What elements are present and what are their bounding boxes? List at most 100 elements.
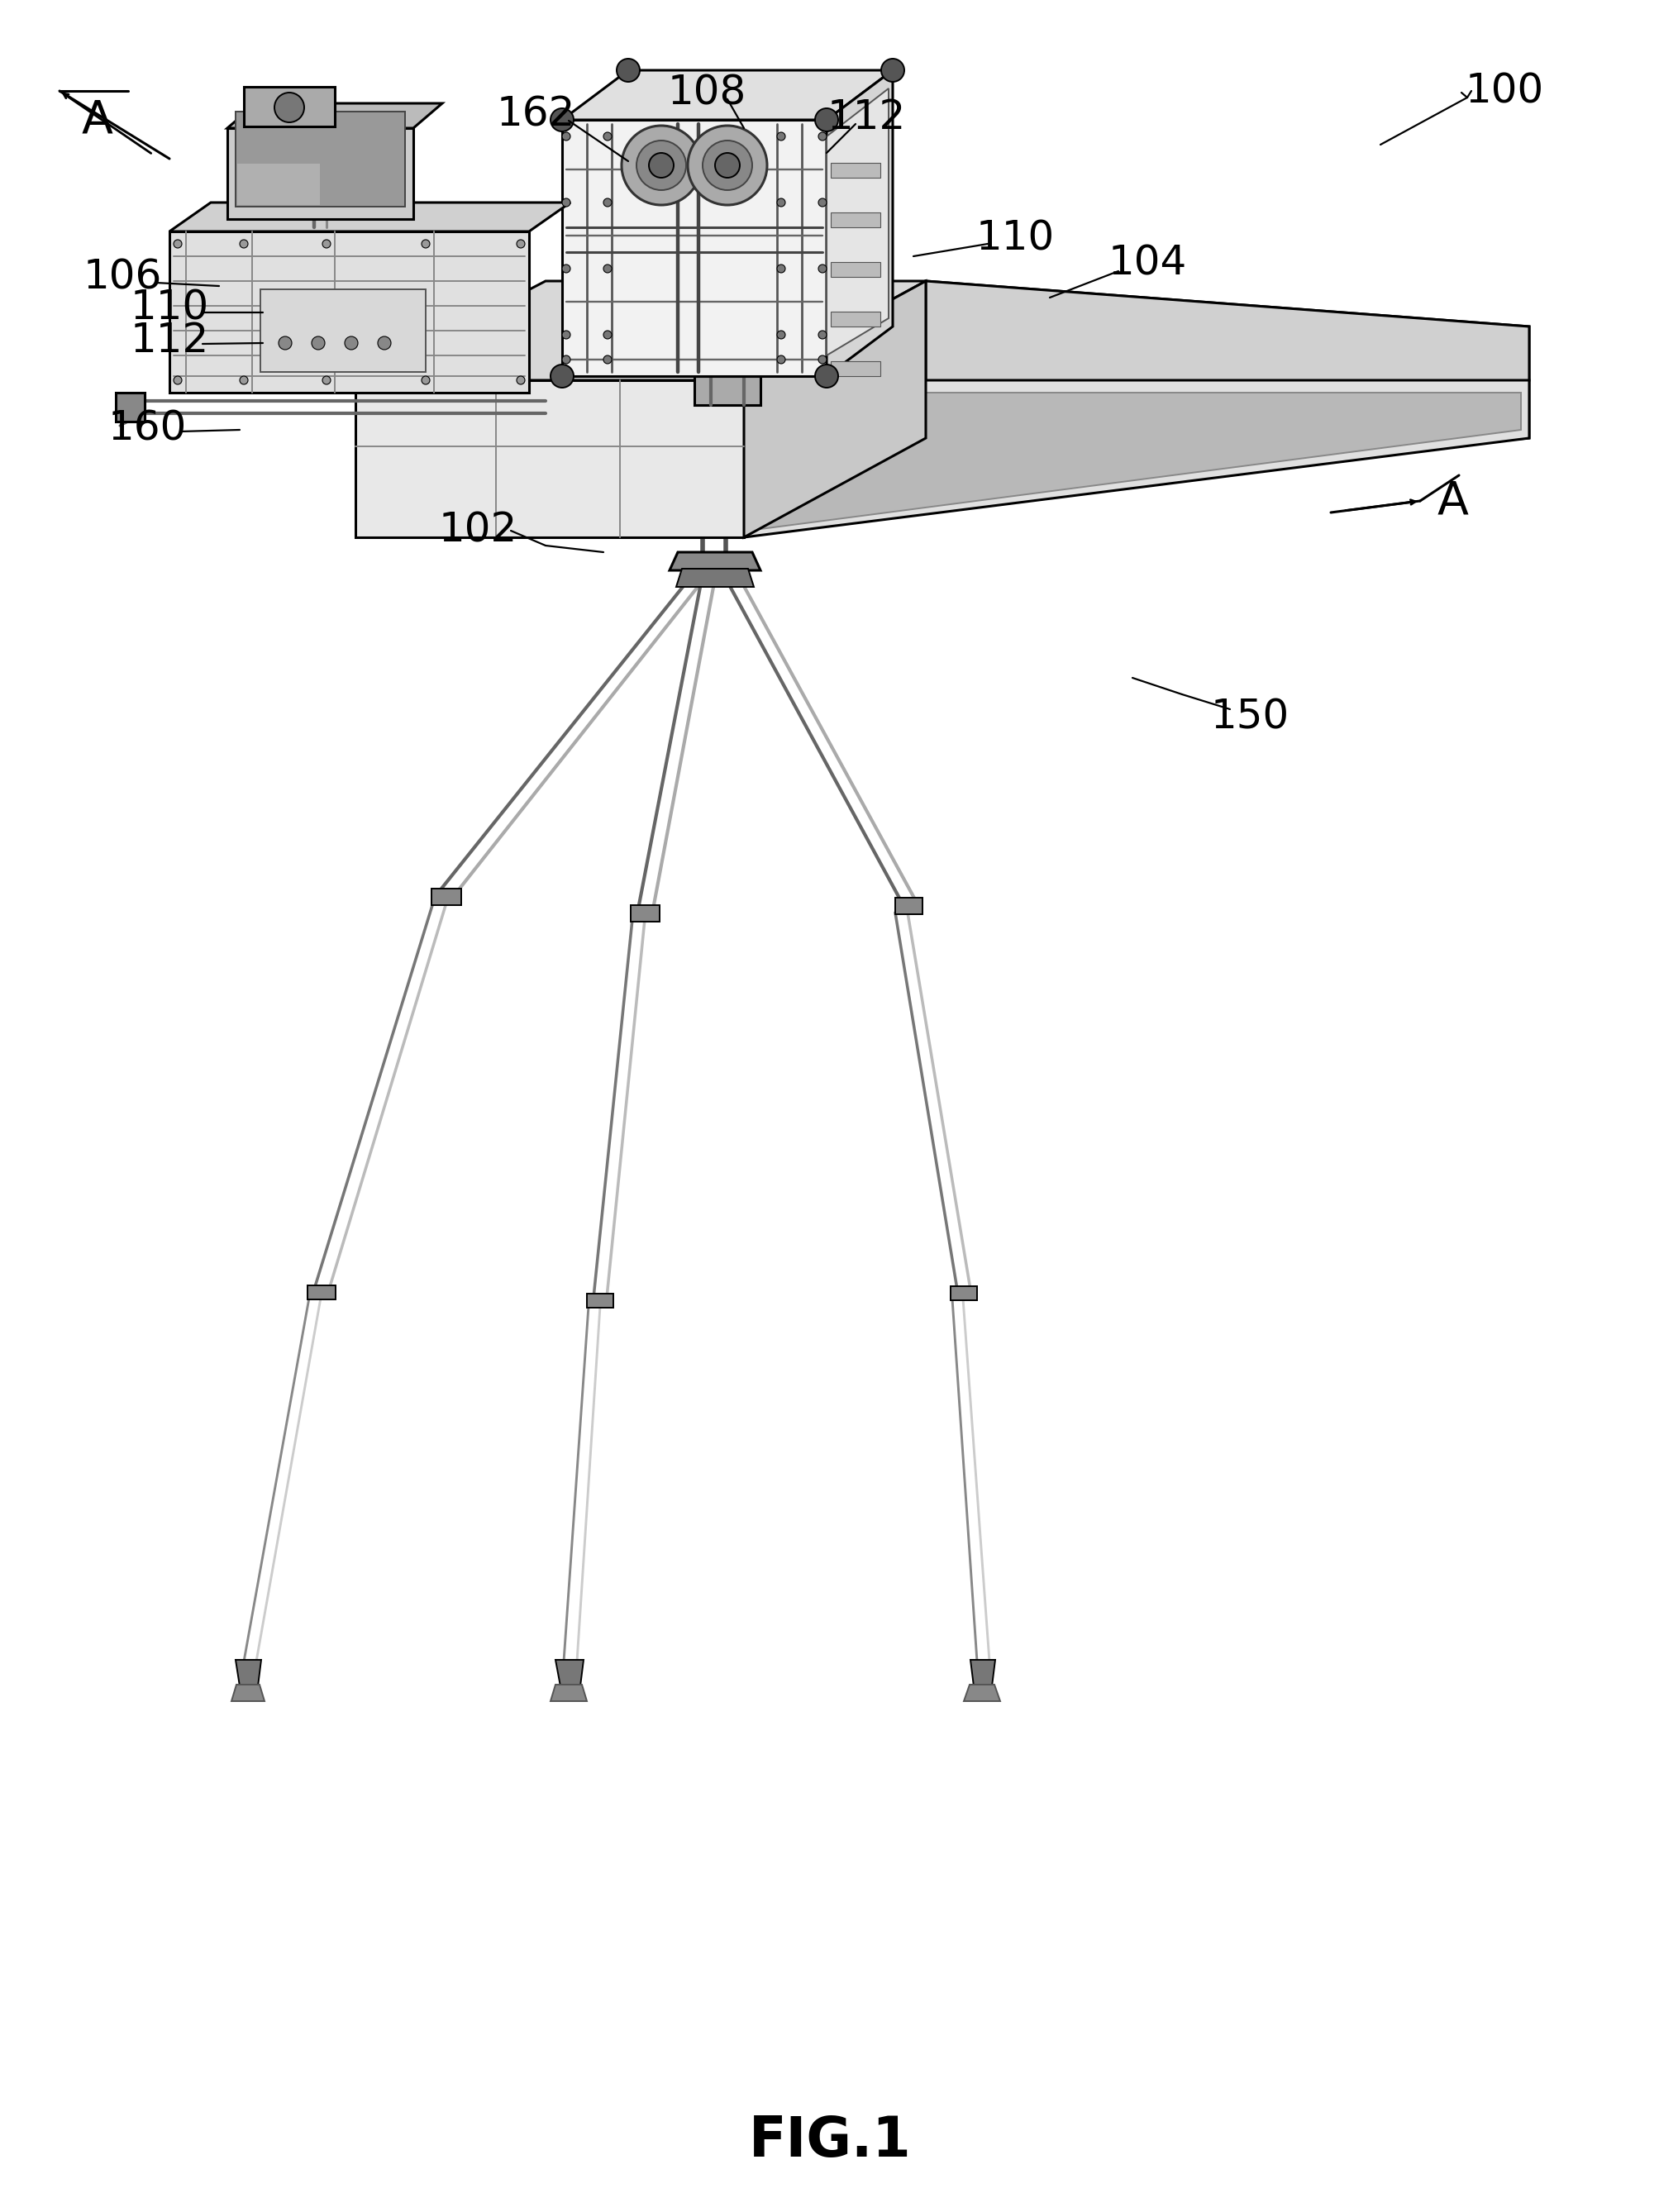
Text: 110: 110: [129, 288, 209, 327]
Text: 106: 106: [83, 257, 161, 296]
Circle shape: [776, 199, 785, 206]
Text: 104: 104: [1108, 243, 1186, 283]
Polygon shape: [894, 898, 922, 914]
Circle shape: [421, 376, 430, 385]
Bar: [237, 164, 320, 206]
Polygon shape: [669, 553, 760, 571]
Circle shape: [174, 376, 182, 385]
Circle shape: [818, 265, 826, 272]
Polygon shape: [355, 380, 743, 538]
Text: 102: 102: [438, 511, 518, 551]
Circle shape: [818, 199, 826, 206]
Polygon shape: [964, 1686, 1000, 1701]
Text: 108: 108: [667, 73, 747, 113]
Circle shape: [687, 126, 766, 206]
Bar: [260, 290, 425, 372]
Bar: [830, 261, 879, 276]
Circle shape: [818, 133, 826, 142]
Circle shape: [516, 376, 524, 385]
Polygon shape: [587, 1294, 614, 1307]
Polygon shape: [826, 71, 893, 376]
Circle shape: [239, 239, 247, 248]
Circle shape: [815, 365, 838, 387]
Text: 110: 110: [975, 219, 1053, 259]
Circle shape: [421, 239, 430, 248]
Polygon shape: [630, 905, 659, 922]
Circle shape: [239, 376, 247, 385]
Polygon shape: [926, 281, 1528, 487]
Text: A: A: [1437, 478, 1468, 524]
Polygon shape: [236, 1659, 260, 1686]
Circle shape: [551, 108, 574, 131]
Bar: [830, 212, 879, 228]
Circle shape: [649, 153, 674, 177]
Polygon shape: [231, 1686, 264, 1701]
Polygon shape: [693, 376, 760, 405]
Circle shape: [702, 142, 752, 190]
Circle shape: [322, 239, 330, 248]
Circle shape: [622, 126, 700, 206]
Circle shape: [815, 108, 838, 131]
Text: 112: 112: [129, 321, 209, 361]
Circle shape: [604, 330, 612, 338]
Polygon shape: [244, 86, 335, 126]
Bar: [236, 111, 405, 206]
Text: 162: 162: [496, 95, 574, 135]
Polygon shape: [556, 1659, 584, 1686]
Circle shape: [776, 356, 785, 363]
Circle shape: [174, 239, 182, 248]
Circle shape: [715, 153, 740, 177]
Polygon shape: [562, 119, 826, 376]
Circle shape: [312, 336, 325, 349]
Polygon shape: [760, 394, 1520, 529]
Circle shape: [604, 265, 612, 272]
Polygon shape: [116, 394, 144, 422]
Polygon shape: [169, 232, 529, 394]
Circle shape: [562, 330, 571, 338]
Circle shape: [776, 330, 785, 338]
Circle shape: [516, 239, 524, 248]
Polygon shape: [431, 889, 461, 905]
Bar: [830, 312, 879, 327]
Polygon shape: [169, 204, 571, 232]
Bar: [830, 164, 879, 177]
Circle shape: [345, 336, 358, 349]
Circle shape: [604, 133, 612, 142]
Polygon shape: [562, 71, 893, 119]
Text: 150: 150: [1209, 697, 1289, 737]
Polygon shape: [743, 380, 1528, 538]
Text: FIG.1: FIG.1: [748, 2115, 911, 2168]
Circle shape: [617, 60, 639, 82]
Circle shape: [274, 93, 304, 122]
Polygon shape: [307, 1285, 335, 1298]
Circle shape: [378, 336, 392, 349]
Circle shape: [279, 336, 292, 349]
Text: 100: 100: [1465, 71, 1543, 111]
Polygon shape: [951, 1285, 977, 1301]
Circle shape: [818, 330, 826, 338]
Text: 112: 112: [826, 97, 906, 137]
Circle shape: [562, 199, 571, 206]
Circle shape: [562, 265, 571, 272]
Text: A: A: [81, 97, 113, 142]
Polygon shape: [227, 128, 413, 219]
Circle shape: [776, 265, 785, 272]
Text: 160: 160: [108, 409, 186, 449]
Circle shape: [604, 356, 612, 363]
Polygon shape: [743, 281, 1528, 380]
Bar: [830, 361, 879, 376]
Polygon shape: [355, 281, 926, 380]
Circle shape: [604, 199, 612, 206]
Circle shape: [818, 356, 826, 363]
Circle shape: [881, 60, 904, 82]
Circle shape: [551, 365, 574, 387]
Circle shape: [635, 142, 685, 190]
Circle shape: [562, 133, 571, 142]
Circle shape: [776, 133, 785, 142]
Polygon shape: [227, 104, 441, 128]
Polygon shape: [743, 281, 926, 538]
Polygon shape: [551, 1686, 587, 1701]
Circle shape: [562, 356, 571, 363]
Circle shape: [322, 376, 330, 385]
Polygon shape: [971, 1659, 995, 1686]
